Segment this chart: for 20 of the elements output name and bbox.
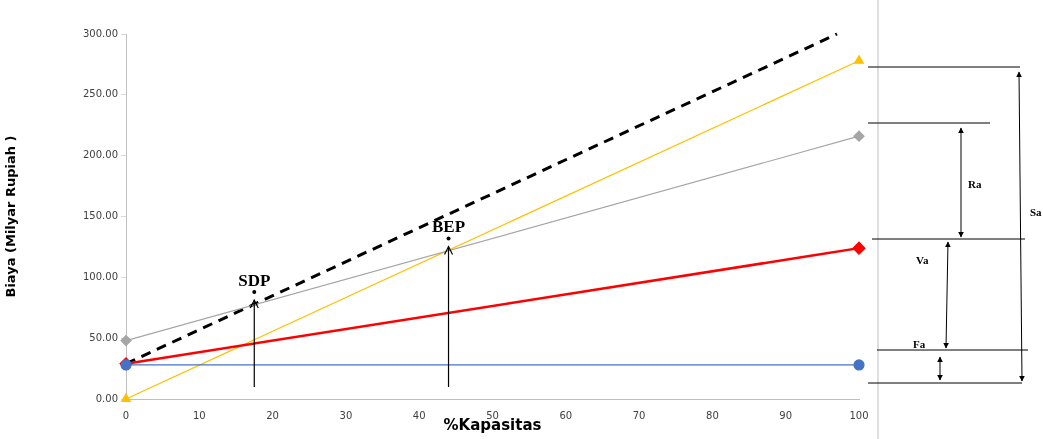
y-tick-label: 100.00 [83,270,118,282]
y-tick-label: 50.00 [89,331,118,343]
annotation: SDP [238,270,271,290]
y-tick-label: 250.00 [83,88,118,100]
y-tick-label: 200.00 [83,149,118,161]
x-tick-label: 40 [412,409,426,421]
y-tick-label: 0.00 [95,392,118,404]
x-tick-label: 60 [559,409,573,421]
y-tick-label: 150.00 [83,210,118,222]
x-tick-label: 90 [779,409,793,421]
annotation: BEP [431,217,466,237]
x-tick-label: 0 [122,409,130,421]
x-tick-label: 30 [339,409,353,421]
y-axis-title: Biaya (Milyar Rupiah ) [3,135,19,298]
x-tick-label: 80 [706,409,719,421]
x-tick-label: 70 [632,409,646,421]
x-tick-label: 10 [192,409,206,421]
x-tick-label: 50 [486,409,499,421]
x-tick-label: 20 [266,409,279,421]
y-tick-label: 300.00 [83,27,118,39]
